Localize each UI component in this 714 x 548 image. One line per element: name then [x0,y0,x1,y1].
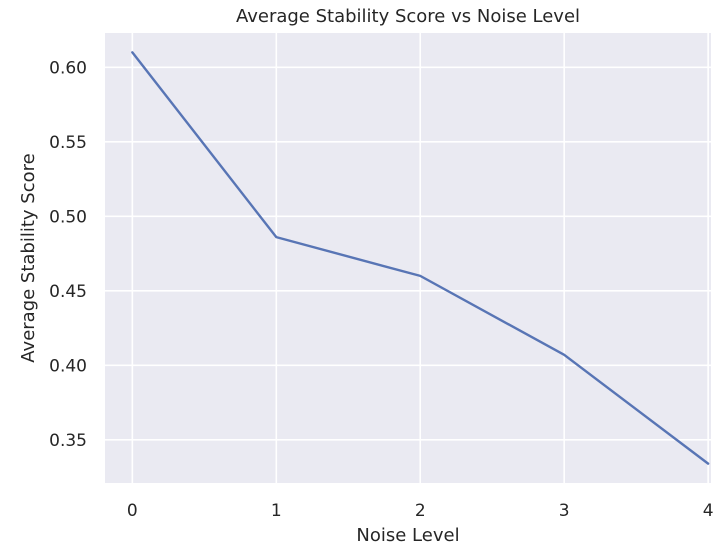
series-layer [131,51,710,465]
y-tick-label: 0.50 [49,207,87,227]
grid-lines [105,33,711,483]
x-tick-label: 3 [559,501,570,521]
x-tick-label: 0 [127,501,138,521]
y-tick-label: 0.40 [49,356,87,376]
y-tick-label: 0.35 [49,431,87,451]
y-tick-label: 0.60 [49,58,87,78]
x-axis-title: Noise Level [356,525,459,546]
x-tick-label: 2 [415,501,426,521]
y-tick-labels: 0.35 0.40 0.45 0.50 0.55 0.60 [49,58,87,451]
plot-background [105,33,711,483]
y-tick-label: 0.45 [49,282,87,302]
x-tick-label: 1 [271,501,282,521]
x-tick-label: 4 [703,501,714,521]
y-tick-label: 0.55 [49,133,87,153]
chart-title: Average Stability Score vs Noise Level [236,6,580,27]
x-tick-labels: 0 1 2 3 4 [127,501,714,521]
y-axis-title: Average Stability Score [18,153,39,362]
